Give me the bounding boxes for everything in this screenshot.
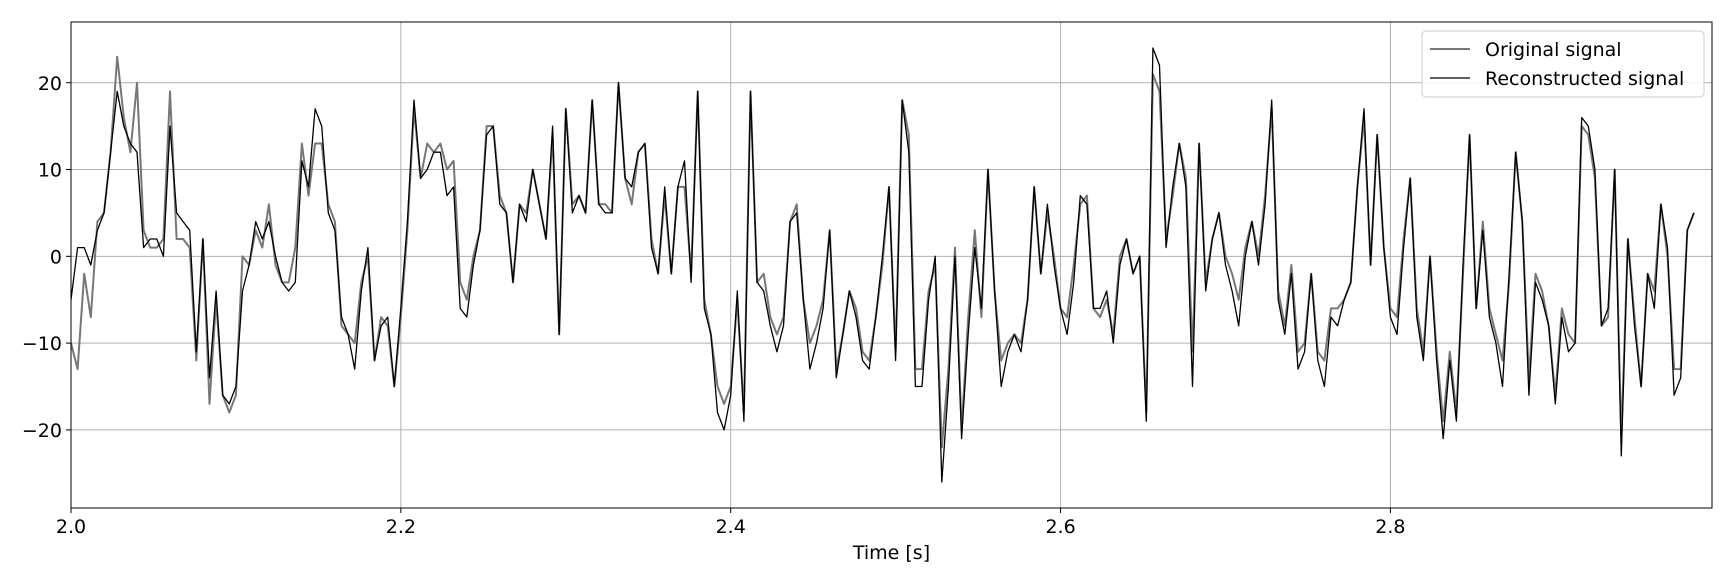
legend-label-reconstructed: Reconstructed signal — [1485, 68, 1684, 90]
y-tick-label: 20 — [38, 73, 62, 95]
x-tick-label: 2.6 — [1045, 516, 1075, 538]
x-tick-label: 2.4 — [716, 516, 746, 538]
axis-ticks: 2.0 2.2 2.4 2.6 2.8 −20 −10 0 10 20 — [22, 73, 1406, 538]
legend-box — [1421, 30, 1705, 98]
y-tick-label: −20 — [22, 420, 62, 442]
y-tick-label: −10 — [22, 333, 62, 355]
y-tick-label: 0 — [50, 246, 62, 268]
legend: Original signal Reconstructed signal — [1421, 30, 1705, 98]
x-tick-label: 2.8 — [1375, 516, 1405, 538]
y-tick-label: 10 — [38, 160, 62, 182]
plot-frame — [70, 21, 1713, 509]
x-tick-label: 2.2 — [386, 516, 416, 538]
series-lines — [70, 47, 1695, 483]
x-tick-label: 2.0 — [56, 516, 86, 538]
reconstructed-signal-line — [70, 47, 1695, 483]
x-axis-label: Time [s] — [852, 542, 930, 564]
legend-label-original: Original signal — [1485, 39, 1622, 61]
